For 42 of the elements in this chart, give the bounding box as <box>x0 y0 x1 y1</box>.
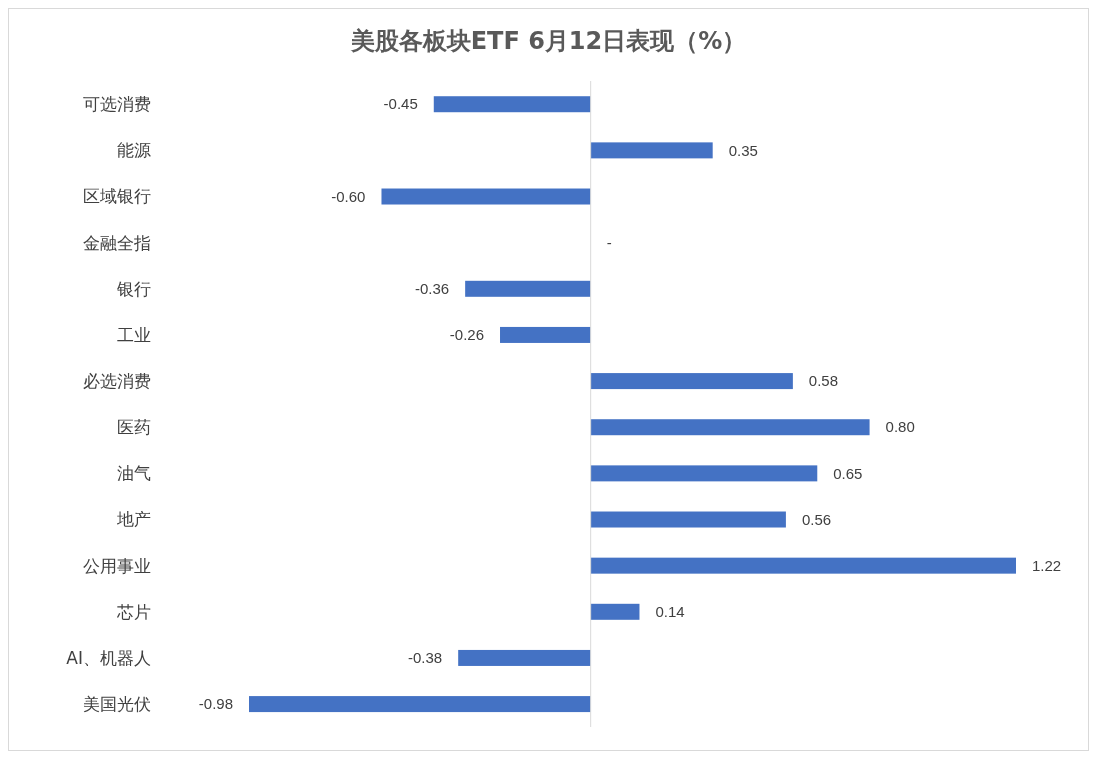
data-label: 0.65 <box>833 464 863 482</box>
y-tick-label: 区域银行 <box>83 186 151 207</box>
data-label: 0.14 <box>655 603 685 621</box>
data-label: 0.56 <box>801 510 832 528</box>
bar <box>590 373 793 390</box>
y-tick-label: 金融全指 <box>83 232 151 253</box>
data-label: 0.58 <box>808 372 839 390</box>
bar <box>590 419 870 436</box>
y-tick-label: 油气 <box>117 463 151 484</box>
y-tick-label: 美国光伏 <box>83 693 151 714</box>
bar <box>590 142 713 159</box>
y-tick-label: 医药 <box>117 417 151 438</box>
data-label: -0.45 <box>383 95 418 113</box>
y-tick-label: 公用事业 <box>83 555 151 576</box>
data-label: 0.35 <box>728 141 758 159</box>
y-tick-label: 能源 <box>117 140 151 161</box>
y-tick-label: 可选消费 <box>83 94 151 115</box>
bar <box>500 326 591 343</box>
bar <box>249 696 591 713</box>
y-tick-label: AI、机器人 <box>66 647 151 668</box>
data-label: -0.98 <box>198 695 233 713</box>
bar <box>590 465 818 482</box>
bar <box>381 188 591 205</box>
data-label: -0.60 <box>331 187 366 205</box>
bar <box>433 96 591 113</box>
chart-title: 美股各板块ETF 6月12日表现（%） <box>349 26 748 57</box>
data-label: -0.36 <box>414 280 450 298</box>
data-label: 0.80 <box>885 418 915 436</box>
y-tick-label: 芯片 <box>116 601 151 622</box>
bar <box>590 511 786 528</box>
data-label: - <box>606 233 612 251</box>
data-label: -0.26 <box>449 326 485 344</box>
y-tick-label: 工业 <box>117 324 151 345</box>
y-tick-label: 地产 <box>116 509 151 530</box>
y-tick-label: 银行 <box>116 278 151 299</box>
bar <box>465 280 591 297</box>
bar <box>590 557 1016 574</box>
y-tick-label: 必选消费 <box>83 370 151 391</box>
bar <box>590 603 640 620</box>
bar <box>458 649 591 666</box>
data-label: 1.22 <box>1032 556 1062 574</box>
data-label: -0.38 <box>407 649 443 667</box>
